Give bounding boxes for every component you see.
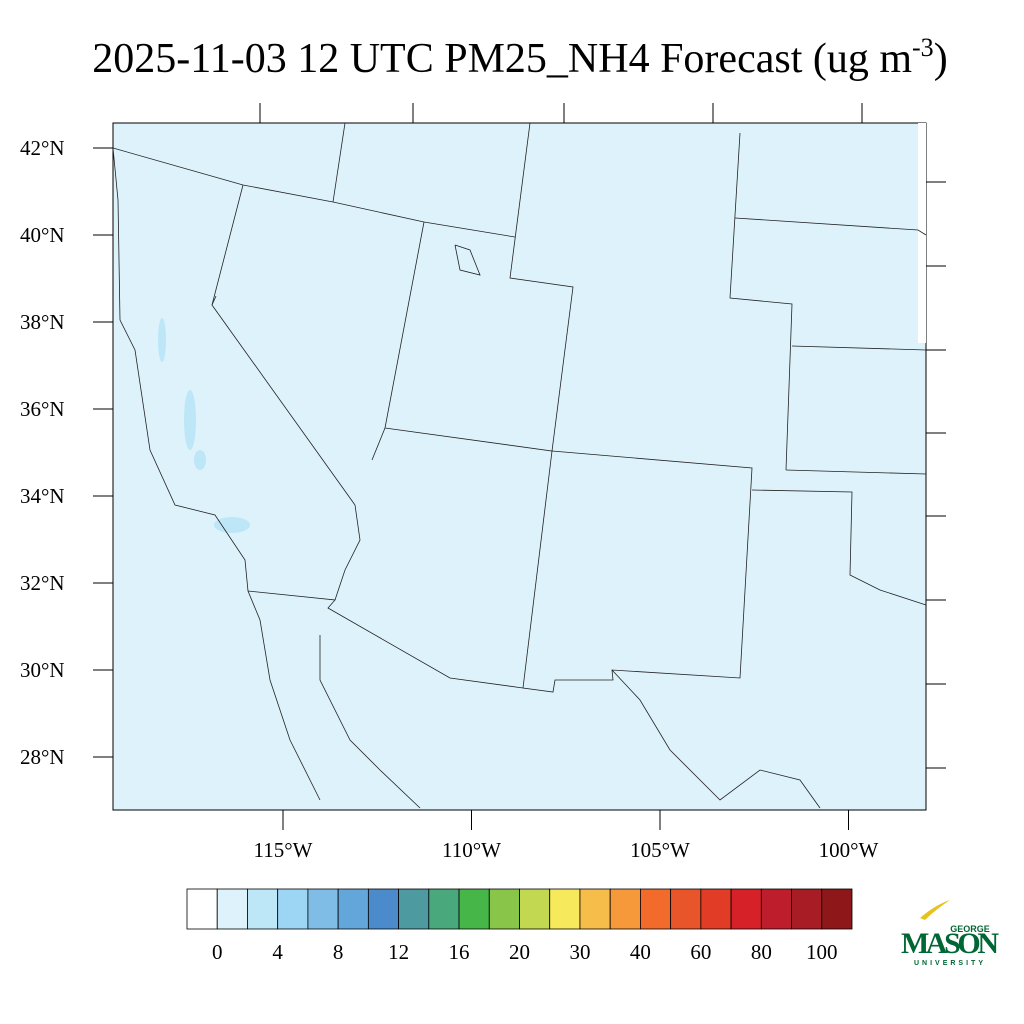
colorbar-label: 12 bbox=[388, 940, 409, 964]
colorbar-label: 40 bbox=[630, 940, 651, 964]
colorbar-box bbox=[428, 888, 460, 930]
colorbar-label: 80 bbox=[751, 940, 772, 964]
colorbar-box bbox=[791, 888, 823, 930]
lon-label: 115°W bbox=[254, 838, 313, 862]
lat-label: 28°N bbox=[20, 745, 65, 769]
frame-ticks bbox=[259, 103, 946, 769]
logo-swoosh bbox=[920, 900, 950, 920]
colorbar-box bbox=[307, 888, 339, 930]
colorbar-label: 0 bbox=[212, 940, 223, 964]
colorbar-box bbox=[700, 888, 732, 930]
logo: GEORGE MASON UNIVERSITY bbox=[901, 900, 999, 967]
boundaries bbox=[112, 122, 927, 809]
colorbar-box bbox=[821, 888, 853, 930]
lat-label: 30°N bbox=[20, 658, 65, 682]
colorbar-box bbox=[216, 888, 248, 930]
logo-bottom: UNIVERSITY bbox=[914, 960, 986, 967]
colorbar-box bbox=[367, 888, 399, 930]
lat-label: 42°N bbox=[20, 136, 65, 160]
colorbar-box bbox=[458, 888, 490, 930]
colorbar-box bbox=[247, 888, 279, 930]
colorbar-label: 60 bbox=[690, 940, 711, 964]
colorbar-box bbox=[186, 888, 218, 930]
colorbar-box bbox=[670, 888, 702, 930]
edge-gap bbox=[918, 123, 926, 343]
plume-patches bbox=[158, 318, 250, 533]
colorbar-box bbox=[579, 888, 611, 930]
colorbar-label: 16 bbox=[449, 940, 470, 964]
logo-main: MASON bbox=[901, 927, 999, 960]
map bbox=[112, 103, 946, 811]
lat-label: 34°N bbox=[20, 484, 65, 508]
lon-label: 110°W bbox=[442, 838, 501, 862]
colorbar-box bbox=[398, 888, 430, 930]
lon-label: 105°W bbox=[630, 838, 690, 862]
colorbar-label: 8 bbox=[333, 940, 344, 964]
lat-label: 40°N bbox=[20, 223, 65, 247]
colorbar-box bbox=[640, 888, 672, 930]
title: 2025-11-03 12 UTC PM25_NH4 Forecast (ug … bbox=[92, 33, 947, 82]
colorbar-label: 30 bbox=[569, 940, 590, 964]
colorbar-box bbox=[730, 888, 762, 930]
colorbar-box bbox=[337, 888, 369, 930]
lat-label: 38°N bbox=[20, 310, 65, 334]
title-end: ) bbox=[934, 36, 948, 82]
colorbar-box bbox=[519, 888, 551, 930]
colorbar-box bbox=[488, 888, 520, 930]
colorbar-box bbox=[277, 888, 309, 930]
colorbar-box bbox=[549, 888, 581, 930]
lon-label: 100°W bbox=[819, 838, 879, 862]
map-frame bbox=[112, 122, 927, 811]
title-main: 2025-11-03 12 UTC PM25_NH4 Forecast (ug … bbox=[92, 36, 912, 82]
lat-label: 36°N bbox=[20, 397, 65, 421]
colorbar-box bbox=[760, 888, 792, 930]
colorbar-label: 100 bbox=[806, 940, 838, 964]
logo-top: GEORGE bbox=[950, 924, 990, 934]
colorbar-label: 20 bbox=[509, 940, 530, 964]
colorbar-label: 4 bbox=[272, 940, 283, 964]
colorbar-box bbox=[609, 888, 641, 930]
title-sup: -3 bbox=[912, 33, 934, 62]
lat-label: 32°N bbox=[20, 571, 65, 595]
